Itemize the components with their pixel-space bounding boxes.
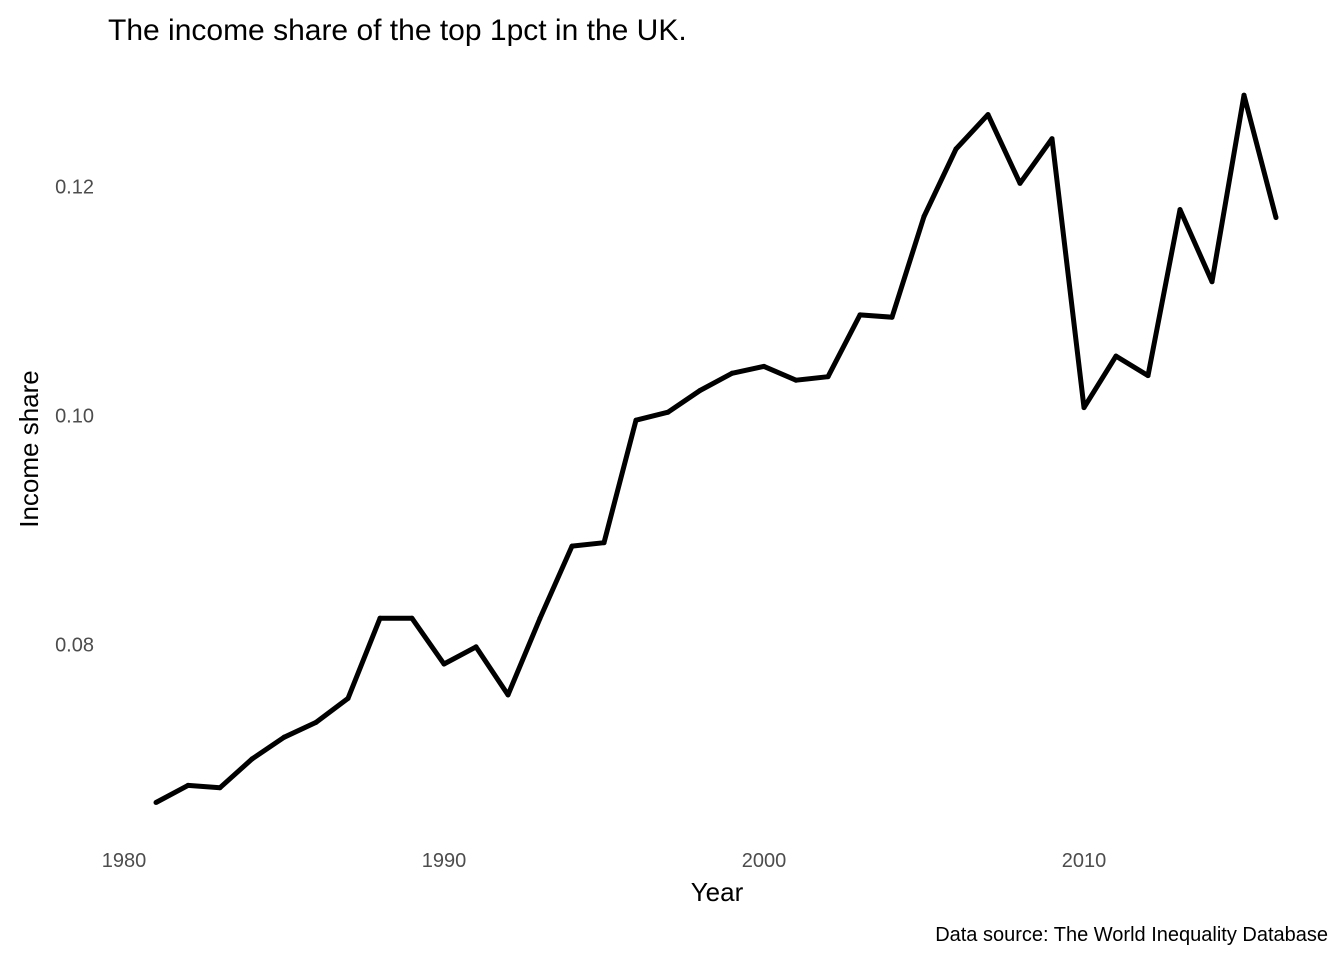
data-point (1113, 353, 1119, 359)
chart-title: The income share of the top 1pct in the … (108, 14, 687, 47)
data-point (473, 644, 479, 650)
data-point (1017, 180, 1023, 186)
data-point (409, 615, 415, 621)
data-point (697, 388, 703, 393)
data-point (825, 374, 831, 380)
data-point (1273, 215, 1279, 221)
data-point (665, 409, 671, 415)
data-point (1241, 92, 1247, 98)
data-point (729, 370, 735, 376)
data-point (633, 417, 639, 423)
x-axis-title: Year (691, 877, 744, 907)
y-axis-tick-labels: 0.08 0.10 0.12 (55, 177, 94, 657)
y-tick-label: 0.10 (55, 406, 94, 428)
x-tick-label: 2000 (742, 850, 787, 872)
data-point (281, 734, 287, 740)
data-source-caption: Data source: The World Inequality Databa… (935, 924, 1328, 946)
y-tick-label: 0.12 (55, 177, 94, 199)
data-point (857, 312, 863, 318)
x-tick-label: 2010 (1062, 850, 1107, 872)
data-point (153, 800, 159, 805)
y-axis-title: Income share (14, 370, 44, 528)
data-point (345, 695, 351, 701)
data-point (249, 756, 255, 762)
data-point (505, 692, 511, 698)
data-point (1177, 207, 1183, 213)
x-tick-label: 1980 (102, 850, 147, 872)
data-point (793, 377, 799, 383)
data-point (1209, 279, 1215, 285)
x-axis-tick-labels: 1980 1990 2000 2010 (102, 850, 1107, 872)
data-point (1145, 373, 1151, 379)
data-point (569, 543, 575, 549)
data-point (537, 615, 543, 621)
data-point (761, 363, 767, 369)
data-point (985, 112, 991, 118)
x-tick-label: 1990 (422, 850, 467, 872)
data-point (185, 782, 191, 788)
data-point (889, 314, 895, 320)
data-point (1081, 405, 1087, 411)
data-point (601, 540, 607, 546)
data-point (921, 214, 927, 219)
data-point (441, 661, 447, 667)
income-share-series-line (154, 92, 1279, 805)
data-point (1049, 136, 1055, 142)
data-point (217, 785, 223, 791)
series-data-points (153, 92, 1279, 805)
y-tick-label: 0.08 (55, 635, 94, 657)
data-point (313, 719, 319, 725)
data-point (953, 146, 959, 152)
data-point (377, 615, 383, 621)
